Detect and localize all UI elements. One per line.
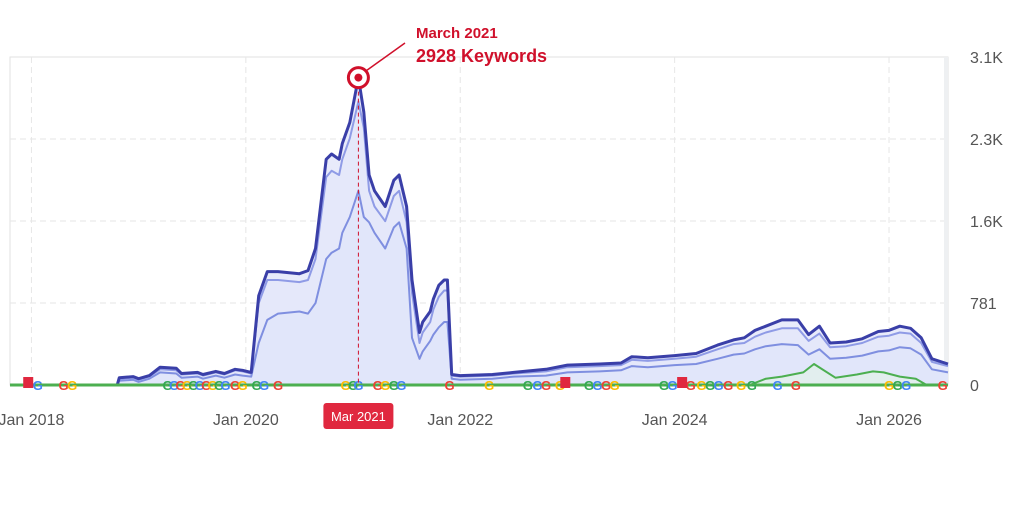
google-update-icon[interactable]: G (723, 378, 733, 393)
google-update-icon[interactable]: G (220, 378, 230, 393)
google-update-icon[interactable]: G (389, 378, 399, 393)
google-update-icon[interactable]: G (938, 378, 948, 393)
google-update-icon[interactable]: G (208, 378, 218, 393)
plot-edge-strip (944, 57, 948, 385)
google-update-icon[interactable]: G (791, 378, 801, 393)
flag-icon[interactable] (677, 377, 688, 388)
series-line-2 (10, 189, 949, 386)
series-line-3 (10, 363, 948, 386)
google-update-icon[interactable]: G (901, 378, 911, 393)
peak-annotation: Mar 2021 March 2021 2928 Keywords (323, 25, 547, 429)
google-update-icon[interactable]: G (259, 378, 269, 393)
flag-icon[interactable] (560, 377, 571, 388)
google-update-icon[interactable]: G (747, 378, 757, 393)
google-update-icon[interactable]: G (555, 378, 565, 393)
x-tick-label: Jan 2024 (642, 412, 708, 429)
google-update-icon[interactable]: G (273, 378, 283, 393)
x-tick-label: Jan 2018 (0, 412, 64, 429)
google-update-icon[interactable]: G (884, 378, 894, 393)
y-tick-label: 1.6K (970, 214, 1003, 231)
google-update-icon[interactable]: G (169, 378, 179, 393)
series-lines (10, 76, 949, 387)
google-update-icon[interactable]: G (893, 378, 903, 393)
google-update-icon[interactable]: G (696, 378, 706, 393)
annotation-leader-line (365, 42, 406, 72)
google-update-icon[interactable]: G (444, 378, 454, 393)
google-update-icon[interactable]: G (584, 378, 594, 393)
google-update-icon[interactable]: G (59, 378, 69, 393)
hover-label: Mar 2021 (331, 409, 386, 424)
google-update-icon[interactable]: G (484, 378, 494, 393)
hover-label-box (323, 403, 394, 429)
annotation-value: 2928 Keywords (416, 46, 547, 66)
peak-target-dot (354, 73, 363, 82)
series-area-2 (10, 190, 948, 385)
google-update-icon[interactable]: G (214, 378, 224, 393)
google-update-icon[interactable]: G (348, 378, 358, 393)
y-tick-label: 2.3K (970, 132, 1003, 149)
google-update-icon[interactable]: G (592, 378, 602, 393)
y-axis-ticks: 0 781 1.6K 2.3K 3.1K (970, 50, 1003, 395)
google-update-icon[interactable]: G (541, 378, 551, 393)
google-update-icon[interactable]: G (705, 378, 715, 393)
google-update-icon[interactable]: G (238, 378, 248, 393)
google-update-icon[interactable]: G (523, 378, 533, 393)
google-update-icon[interactable]: G (772, 378, 782, 393)
google-update-icon[interactable]: G (610, 378, 620, 393)
x-tick-label: Jan 2022 (427, 412, 493, 429)
flag-icon[interactable] (23, 377, 34, 388)
google-update-icon[interactable]: G (195, 378, 205, 393)
google-update-icon[interactable]: G (532, 378, 542, 393)
google-update-icon[interactable]: G (353, 378, 363, 393)
x-tick-label: Jan 2026 (856, 412, 922, 429)
google-update-icon[interactable]: G (659, 378, 669, 393)
google-update-icon[interactable]: G (340, 378, 350, 393)
google-update-icon[interactable]: G (667, 378, 677, 393)
google-update-icon[interactable]: G (201, 378, 211, 393)
google-update-icon[interactable]: G (396, 378, 406, 393)
google-update-icon[interactable]: G (33, 378, 43, 393)
annotation-title: March 2021 (416, 25, 498, 42)
google-update-icon[interactable]: G (736, 378, 746, 393)
google-update-icon[interactable]: G (163, 378, 173, 393)
series-line-0 (10, 76, 949, 387)
y-tick-label: 3.1K (970, 50, 1003, 67)
google-update-icon[interactable]: G (188, 378, 198, 393)
y-tick-label: 781 (970, 296, 997, 313)
google-update-icon[interactable]: G (67, 378, 77, 393)
series-area-1 (10, 101, 948, 385)
series-area-3 (10, 364, 948, 385)
google-update-icon[interactable]: G (373, 378, 383, 393)
y-tick-label: 0 (970, 378, 979, 395)
google-update-icon[interactable]: G (601, 378, 611, 393)
x-axis-ticks: Jan 2018 Jan 2020 Jan 2022 Jan 2024 Jan 2026 (0, 412, 922, 429)
google-update-icon[interactable]: G (251, 378, 261, 393)
google-update-icon[interactable]: G (686, 378, 696, 393)
google-update-icon[interactable]: G (175, 378, 185, 393)
google-update-icon[interactable]: G (230, 378, 240, 393)
google-update-icon[interactable]: G (714, 378, 724, 393)
x-tick-label: Jan 2020 (213, 412, 279, 429)
google-update-icon[interactable]: G (182, 378, 192, 393)
google-update-icon[interactable]: G (380, 378, 390, 393)
